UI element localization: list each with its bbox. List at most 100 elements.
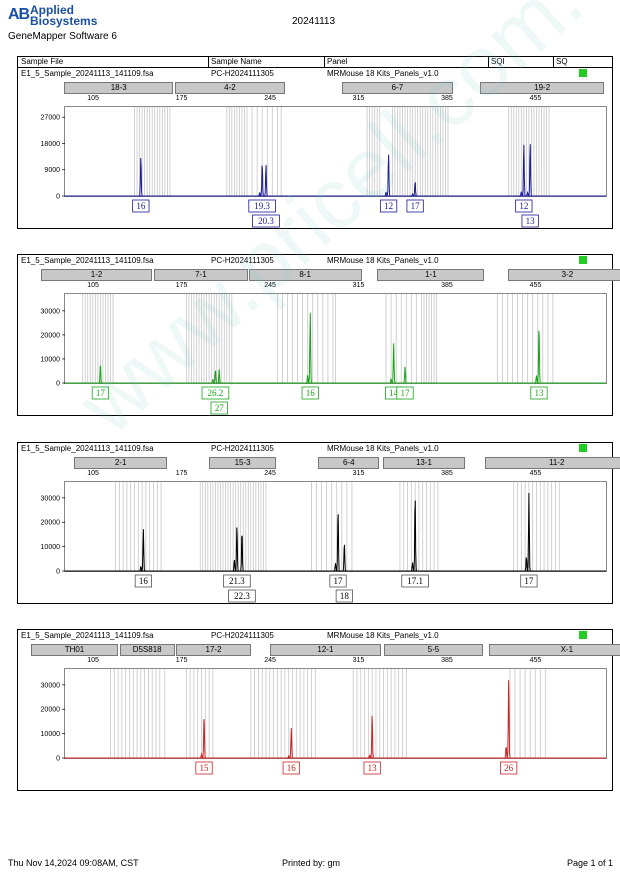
- bp-tick-label: 315: [352, 470, 365, 477]
- allele-call-text: 22.3: [234, 591, 250, 601]
- allele-call-label: 16: [282, 761, 300, 775]
- allele-call-text: 13: [535, 388, 545, 398]
- locus-marker: 3-2: [507, 269, 620, 281]
- allele-call-label: 13: [521, 214, 539, 228]
- allele-call-label: 17: [406, 199, 424, 213]
- allele-call-label: 22.3: [228, 589, 256, 603]
- sq-status-indicator: [579, 256, 587, 264]
- locus-marker: 19-2: [479, 82, 605, 94]
- sample-info-row: E1_5_Sample_20241113_141109.fsa PC-H20241…: [20, 69, 610, 79]
- allele-call-label: 15: [195, 761, 213, 775]
- allele-call-text: 17: [401, 388, 411, 398]
- electropherogram: 0 9000 18000 27000 16 19.3 20.3 12 17 12 13: [41, 107, 606, 228]
- panel-name: MRMouse 18 Kits_Panels_v1.0: [327, 631, 439, 640]
- allele-call-label: 20.3: [252, 214, 280, 228]
- sample-info-row: E1_5_Sample_20241113_141109.fsa PC-H20241…: [20, 256, 610, 266]
- locus-marker: 2-1: [74, 457, 168, 469]
- y-tick-label: 30000: [41, 495, 61, 502]
- locus-marker: 1-2: [41, 269, 152, 281]
- y-tick-label: 30000: [41, 682, 61, 689]
- locus-marker: 13-1: [382, 457, 466, 469]
- sample-name: PC-H2024111305: [211, 69, 274, 78]
- allele-call-text: 17: [524, 576, 534, 586]
- allele-call-label: 18: [335, 589, 353, 603]
- allele-call-text: 14: [389, 388, 399, 398]
- electropherogram: 0 10000 20000 30000 16 21.3 22.3 17 18 17.1 17: [41, 482, 606, 603]
- allele-call-text: 26: [504, 763, 513, 773]
- plot-area: 0 10000 20000 30000 15 16 13 26: [41, 668, 607, 775]
- allele-call-label: 21.3: [223, 574, 251, 588]
- allele-call-label: 17.1: [401, 574, 429, 588]
- panel-name: MRMouse 18 Kits_Panels_v1.0: [327, 256, 439, 265]
- sample-name: PC-H2024111305: [211, 444, 274, 453]
- allele-call-text: 26.2: [208, 388, 224, 398]
- plot-area: 0 9000 18000 27000 16 19.3 20.3 12 17 12 13: [41, 106, 607, 228]
- sample-info-row: E1_5_Sample_20241113_141109.fsa PC-H20241…: [20, 444, 610, 454]
- allele-call-label: 17: [329, 574, 347, 588]
- sample-file: E1_5_Sample_20241113_141109.fsa: [21, 631, 154, 640]
- bp-tick-label: 105: [87, 470, 99, 477]
- allele-call-label: 26: [500, 761, 518, 775]
- y-tick-label: 0: [56, 756, 60, 763]
- allele-call-text: 16: [139, 576, 149, 586]
- bp-tick-label: 315: [352, 282, 365, 289]
- allele-call-label: 27: [210, 401, 228, 415]
- allele-call-label: 12: [379, 199, 398, 213]
- allele-call-text: 16: [306, 388, 316, 398]
- brand-logo-icon: AB: [8, 6, 30, 23]
- y-tick-label: 20000: [41, 520, 61, 527]
- y-tick-label: 0: [56, 381, 60, 388]
- software-name: GeneMapper Software 6: [8, 31, 117, 42]
- sample-file: E1_5_Sample_20241113_141109.fsa: [21, 69, 154, 78]
- y-tick-label: 10000: [41, 356, 61, 363]
- y-tick-label: 20000: [41, 707, 61, 714]
- bp-tick-label: 385: [441, 282, 453, 289]
- col-sample-file: Sample File: [21, 57, 64, 66]
- locus-marker: 4-2: [175, 82, 285, 94]
- allele-call-label: 16: [301, 386, 319, 400]
- sample-name: PC-H2024111305: [211, 631, 274, 640]
- locus-marker: 7-1: [153, 269, 248, 281]
- bp-tick-label: 245: [264, 470, 276, 477]
- allele-call-label: 16: [134, 574, 152, 588]
- printed-by: Printed by: gm: [282, 858, 341, 868]
- allele-call-text: 12: [384, 201, 393, 211]
- bp-tick-label: 315: [352, 95, 365, 102]
- sample-panel: E1_5_Sample_20241113_141109.fsa PC-H20241…: [17, 629, 620, 791]
- allele-call-text: 17: [96, 388, 106, 398]
- locus-marker: 1-1: [377, 269, 485, 281]
- y-tick-label: 30000: [41, 308, 61, 315]
- brand-name: Applied Biosystems: [30, 4, 97, 27]
- bp-tick-label: 385: [441, 95, 453, 102]
- allele-call-label: 19.3: [248, 199, 276, 213]
- y-tick-label: 18000: [41, 141, 61, 148]
- locus-marker: 8-1: [248, 269, 362, 281]
- y-tick-label: 10000: [41, 731, 61, 738]
- bp-tick-label: 245: [264, 282, 276, 289]
- bp-tick-label: 175: [175, 282, 188, 289]
- allele-call-label: 16: [132, 199, 150, 213]
- locus-marker: 12-1: [270, 644, 381, 656]
- allele-call-text: 12: [519, 201, 528, 211]
- allele-call-text: 27: [215, 403, 225, 413]
- bp-tick-label: 385: [441, 470, 453, 477]
- bp-tick-label: 455: [529, 282, 542, 289]
- sq-status-indicator: [579, 631, 587, 639]
- sq-status-indicator: [579, 69, 587, 77]
- y-tick-label: 10000: [41, 544, 61, 551]
- y-tick-label: 0: [56, 194, 60, 201]
- locus-marker: 11-2: [484, 457, 620, 469]
- bp-tick-label: 245: [264, 657, 276, 664]
- plot-area: 0 10000 20000 30000 16 21.3 22.3 17 18 17.1 17: [41, 481, 607, 603]
- bp-tick-label: 175: [175, 657, 188, 664]
- locus-marker: X-1: [488, 644, 620, 656]
- allele-call-text: 21.3: [229, 576, 245, 586]
- plot-area: 0 10000 20000 30000 17 26.2 27 16 14 17 13: [41, 293, 607, 415]
- panel-name: MRMouse 18 Kits_Panels_v1.0: [327, 444, 439, 453]
- sample-file: E1_5_Sample_20241113_141109.fsa: [21, 256, 154, 265]
- allele-call-text: 19.3: [254, 201, 270, 211]
- y-tick-label: 0: [56, 569, 60, 576]
- y-tick-label: 20000: [41, 332, 61, 339]
- sample-panel: E1_5_Sample_20241113_141109.fsa PC-H20241…: [17, 442, 620, 604]
